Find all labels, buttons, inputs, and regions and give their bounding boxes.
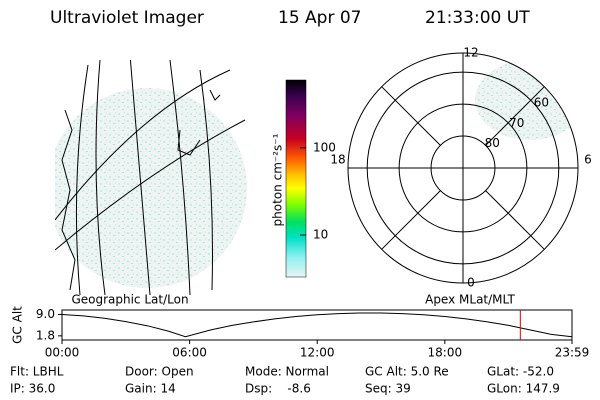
mlt-label: 12 — [463, 46, 478, 60]
status-field: IP: 36.0 — [10, 382, 55, 396]
mlt-label: 0 — [467, 276, 475, 290]
alt-line — [61, 312, 573, 338]
colorbar-tick-label: 10 — [313, 228, 328, 242]
y-tick-label: 9.0 — [36, 307, 55, 321]
geo-map — [55, 60, 247, 295]
geo-title: Geographic Lat/Lon — [71, 293, 188, 307]
status-field: Gain: 14 — [125, 382, 176, 396]
time: 21:33:00 UT — [425, 8, 530, 28]
polar-diagonal — [381, 86, 441, 146]
status-field: Flt: LBHL — [10, 365, 64, 379]
mlat-label: 60 — [534, 95, 549, 109]
colorbar — [285, 79, 307, 278]
x-tick-label: 06:00 — [172, 346, 207, 360]
y-tick-label: 1.8 — [36, 328, 55, 342]
mlt-label: 18 — [330, 153, 345, 167]
mlt-label: 6 — [584, 153, 592, 167]
x-tick-label: 00:00 — [45, 346, 80, 360]
polar-diagonal — [485, 190, 545, 250]
status-field: Door: Open — [125, 365, 194, 379]
apex-title: Apex MLat/MLT — [425, 293, 515, 307]
instrument: Ultraviolet Imager — [50, 8, 204, 28]
polar-plot — [347, 52, 579, 284]
status-field: Mode: Normal — [245, 365, 329, 379]
y-axis-label: GC Alt — [11, 306, 25, 344]
status-field: GLat: -52.0 — [487, 365, 554, 379]
status-field: Dsp: -8.6 — [245, 382, 311, 396]
x-tick-label: 12:00 — [300, 346, 335, 360]
colorbar-label: photon cm⁻²s⁻¹ — [271, 133, 285, 226]
x-tick-label: 23:59 — [555, 346, 590, 360]
status-field: GLon: 147.9 — [487, 382, 560, 396]
status-field: GC Alt: 5.0 Re — [365, 365, 449, 379]
polar-diagonal — [381, 190, 441, 250]
mlat-circle — [398, 103, 528, 233]
x-tick-label: 18:00 — [428, 346, 463, 360]
mlat-circle — [430, 135, 496, 201]
date: 15 Apr 07 — [278, 8, 361, 28]
status-field: Seq: 39 — [365, 382, 411, 396]
mlat-circle — [366, 71, 560, 265]
polar-diagonal — [485, 86, 545, 146]
mlat-label: 80 — [485, 136, 500, 150]
colorbar-tick-label: 100 — [313, 140, 336, 154]
mlat-label: 70 — [509, 116, 524, 130]
